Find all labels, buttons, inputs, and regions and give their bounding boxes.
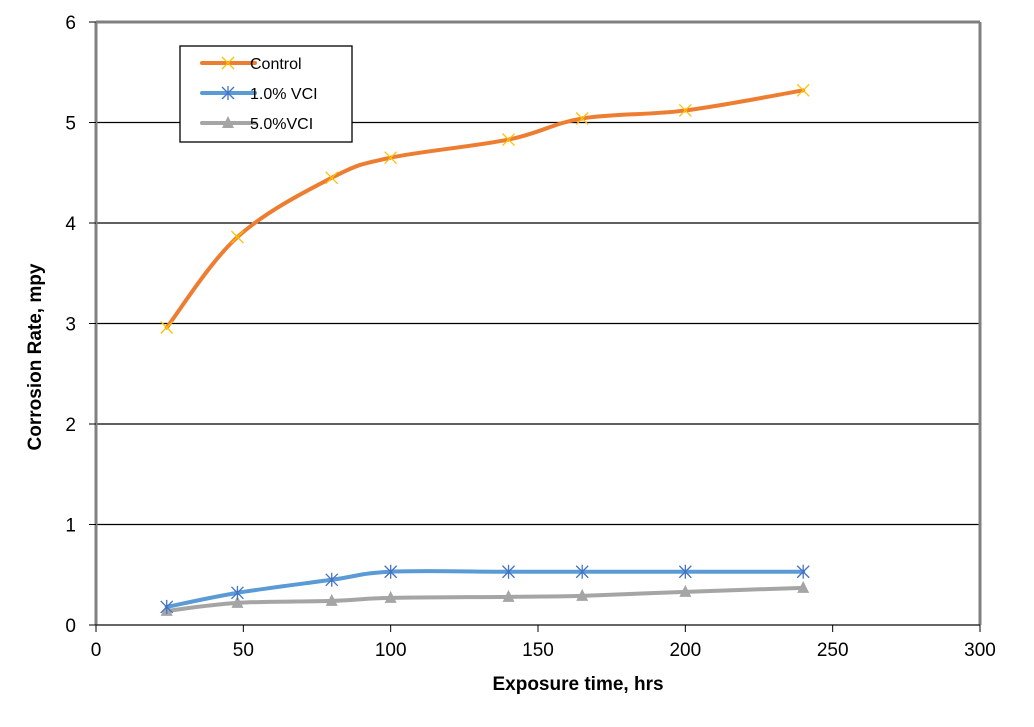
marker-shape xyxy=(384,590,397,603)
data-point xyxy=(325,171,339,185)
marker-shape xyxy=(502,589,515,602)
data-point xyxy=(796,83,810,97)
data-point xyxy=(384,564,398,579)
marker-stroke xyxy=(160,321,174,334)
marker-stroke xyxy=(502,133,515,147)
data-point xyxy=(678,564,692,579)
data-point xyxy=(502,589,515,602)
legend-marker xyxy=(221,56,235,70)
data-point xyxy=(230,230,244,244)
data-point xyxy=(384,151,398,165)
y-tick-label: 4 xyxy=(65,214,76,235)
data-point xyxy=(575,112,589,125)
y-axis: 0 1 2 3 4 5 6 xyxy=(65,13,96,637)
data-point xyxy=(325,572,339,587)
y-tick-label: 6 xyxy=(65,13,76,34)
y-tick-label: 2 xyxy=(65,415,76,436)
legend-label: 1.0% VCI xyxy=(250,86,318,103)
x-tick-label: 150 xyxy=(522,640,554,661)
legend-label: 5.0%VCI xyxy=(250,116,313,133)
x-tick-label: 200 xyxy=(669,640,701,661)
series-2 xyxy=(160,580,810,616)
marker-shape xyxy=(222,116,234,128)
marker-shape xyxy=(679,584,692,597)
series-1 xyxy=(160,564,810,614)
x-axis: 0 50 100 150 200 250 300 xyxy=(91,625,996,661)
marker-stroke xyxy=(796,83,810,97)
data-point xyxy=(384,590,397,603)
gridlines xyxy=(96,121,980,526)
legend-marker xyxy=(221,86,235,100)
legend-item: Control xyxy=(200,56,302,73)
data-point xyxy=(231,595,244,608)
marker-shape xyxy=(231,595,244,608)
data-point xyxy=(230,585,244,600)
series-group xyxy=(160,83,810,616)
marker-shape xyxy=(325,593,338,606)
x-tick-label: 250 xyxy=(817,640,849,661)
marker-stroke xyxy=(221,56,235,70)
data-point xyxy=(160,321,174,334)
data-point xyxy=(160,599,174,614)
data-point xyxy=(679,584,692,597)
data-point xyxy=(576,588,589,601)
series-0 xyxy=(160,83,810,334)
x-axis-title: Exposure time, hrs xyxy=(492,674,663,695)
data-point xyxy=(325,593,338,606)
y-tick-label: 0 xyxy=(65,616,76,637)
data-point xyxy=(796,564,810,579)
y-tick-label: 5 xyxy=(65,114,76,135)
series-line xyxy=(164,585,806,613)
marker-stroke xyxy=(384,151,398,165)
y-tick-label: 1 xyxy=(65,516,76,537)
legend-item: 1.0% VCI xyxy=(200,86,318,103)
x-tick-label: 0 xyxy=(91,640,102,661)
legend-item: 5.0%VCI xyxy=(200,116,313,133)
data-point xyxy=(678,103,692,117)
data-point xyxy=(797,580,810,593)
x-tick-label: 50 xyxy=(233,640,254,661)
marker-shape xyxy=(576,588,589,601)
y-tick-label: 3 xyxy=(65,315,76,336)
marker-stroke xyxy=(230,230,244,244)
x-tick-label: 300 xyxy=(964,640,996,661)
marker-shape xyxy=(797,580,810,593)
data-point xyxy=(575,564,589,579)
data-point xyxy=(502,133,515,147)
legend: Control 1.0% VCI 5.0%VCI xyxy=(179,45,353,143)
marker-stroke xyxy=(678,103,692,117)
legend-marker xyxy=(222,116,234,128)
marker-stroke xyxy=(325,171,339,185)
marker-stroke xyxy=(575,112,589,125)
legend-label: Control xyxy=(250,56,302,73)
x-tick-label: 100 xyxy=(375,640,407,661)
y-axis-title: Corrosion Rate, mpy xyxy=(25,263,46,450)
data-point xyxy=(502,564,515,579)
